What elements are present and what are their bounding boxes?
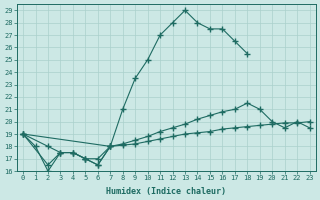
X-axis label: Humidex (Indice chaleur): Humidex (Indice chaleur) [106, 187, 226, 196]
